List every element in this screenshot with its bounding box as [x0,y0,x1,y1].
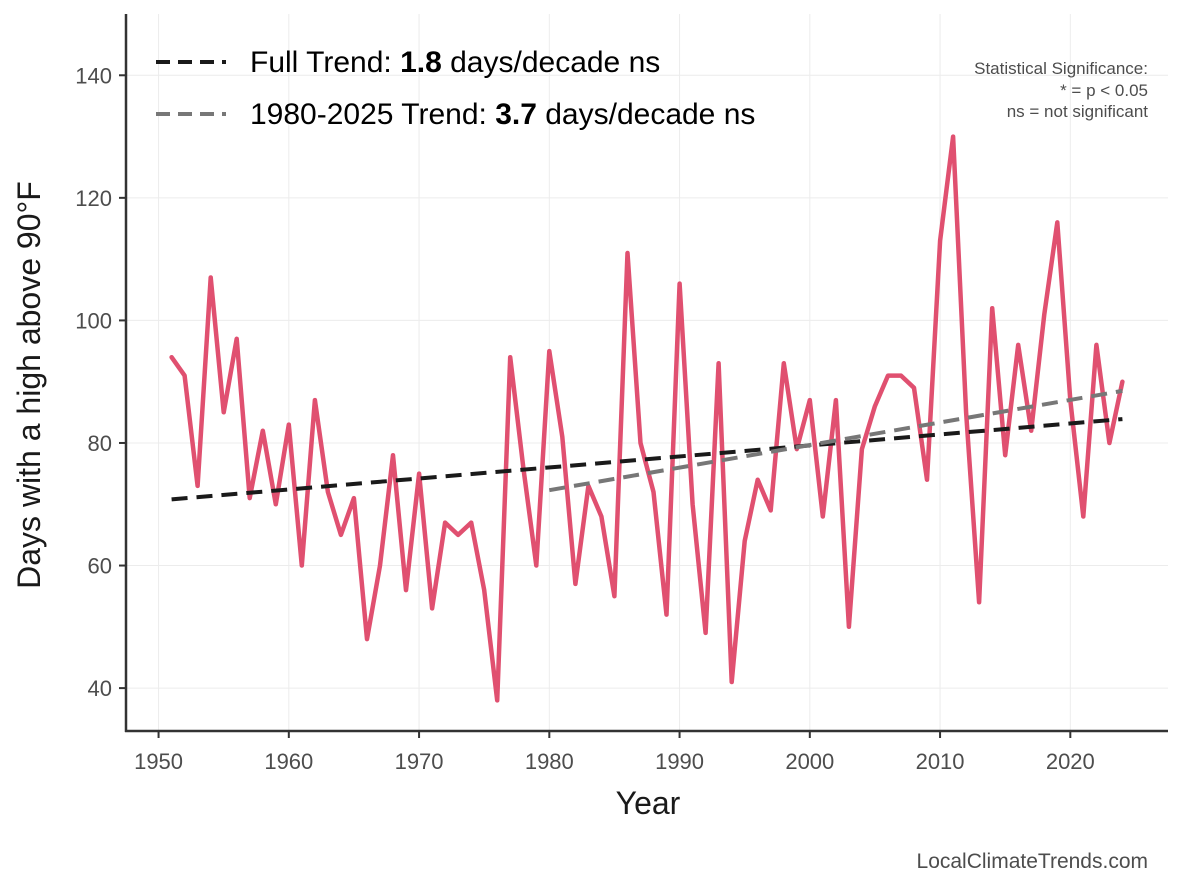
x-tick-label: 2000 [785,749,834,774]
x-tick-label: 1970 [395,749,444,774]
x-tick-label: 1960 [264,749,313,774]
y-tick-label: 40 [88,676,112,701]
y-tick-label: 120 [75,186,112,211]
significance-note-line-1: Statistical Significance: [974,59,1148,78]
y-tick-label: 80 [88,431,112,456]
legend-full-prefix: Full Trend: [250,46,400,79]
significance-note: Statistical Significance: * = p < 0.05 n… [974,59,1148,121]
legend-recent-prefix: 1980-2025 Trend: [250,98,495,131]
y-tick-label: 140 [75,63,112,88]
x-tick-label: 1950 [134,749,183,774]
y-tick-label: 60 [88,554,112,579]
x-tick-label: 2020 [1046,749,1095,774]
y-tick-label: 100 [75,308,112,333]
legend-full-trend-label: Full Trend: 1.8 days/decade ns [250,46,660,79]
y-axis-title: Days with a high above 90°F [11,181,47,589]
recent-trend-line [548,388,1123,493]
series-line-hot-days [169,134,1125,703]
axes [119,14,1168,738]
full-trend-line [171,417,1123,502]
legend-recent-trend-label: 1980-2025 Trend: 3.7 days/decade ns [250,98,755,131]
grid [126,14,1168,731]
legend-full-suffix: days/decade ns [442,46,660,79]
x-tick-label: 2010 [916,749,965,774]
legend-recent-suffix: days/decade ns [537,98,755,131]
significance-note-line-3: ns = not significant [1007,102,1149,121]
source-credit: LocalClimateTrends.com [917,850,1148,873]
plot-area [169,134,1125,703]
legend-full-value: 1.8 [400,46,442,79]
legend-recent-value: 3.7 [495,98,537,131]
legend: Full Trend: 1.8 days/decade ns 1980-2025… [156,46,755,131]
tick-labels: 1950 1960 1970 1980 1990 2000 2010 2020 40 60 80 10… [75,63,1095,774]
x-tick-label: 1980 [525,749,574,774]
x-tick-label: 1990 [655,749,704,774]
significance-note-line-2: * = p < 0.05 [1060,81,1148,100]
x-axis-title: Year [616,785,681,821]
